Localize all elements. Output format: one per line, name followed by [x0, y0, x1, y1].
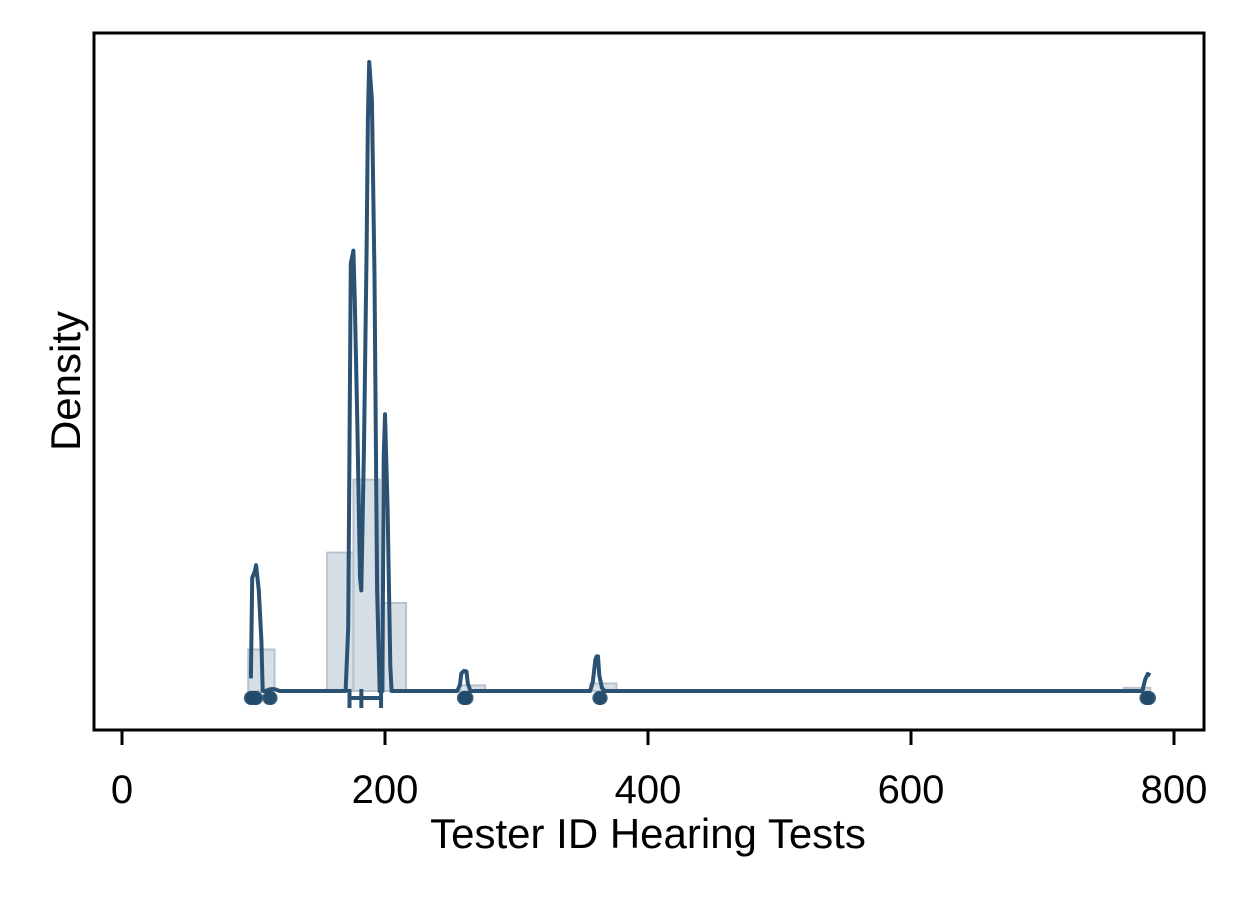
- x-tick-label-200: 200: [352, 768, 419, 812]
- observation-point-4: [249, 691, 264, 705]
- observation-point-14: [1142, 691, 1157, 705]
- observation-point-6: [263, 691, 278, 705]
- x-tick-label-400: 400: [615, 768, 682, 812]
- x-axis-title: Tester ID Hearing Tests: [430, 810, 866, 857]
- observation-point-11: [593, 691, 608, 705]
- observation-point-9: [459, 691, 474, 705]
- x-tick-label-600: 600: [878, 768, 945, 812]
- x-tick-label-800: 800: [1141, 768, 1208, 812]
- x-axis-ticks: 0 200 400 600 800: [111, 730, 1208, 812]
- density-curve: [248, 60, 1152, 693]
- y-axis-title: Density: [42, 311, 89, 451]
- observation-points: [243, 691, 1157, 705]
- x-tick-label-0: 0: [111, 768, 133, 812]
